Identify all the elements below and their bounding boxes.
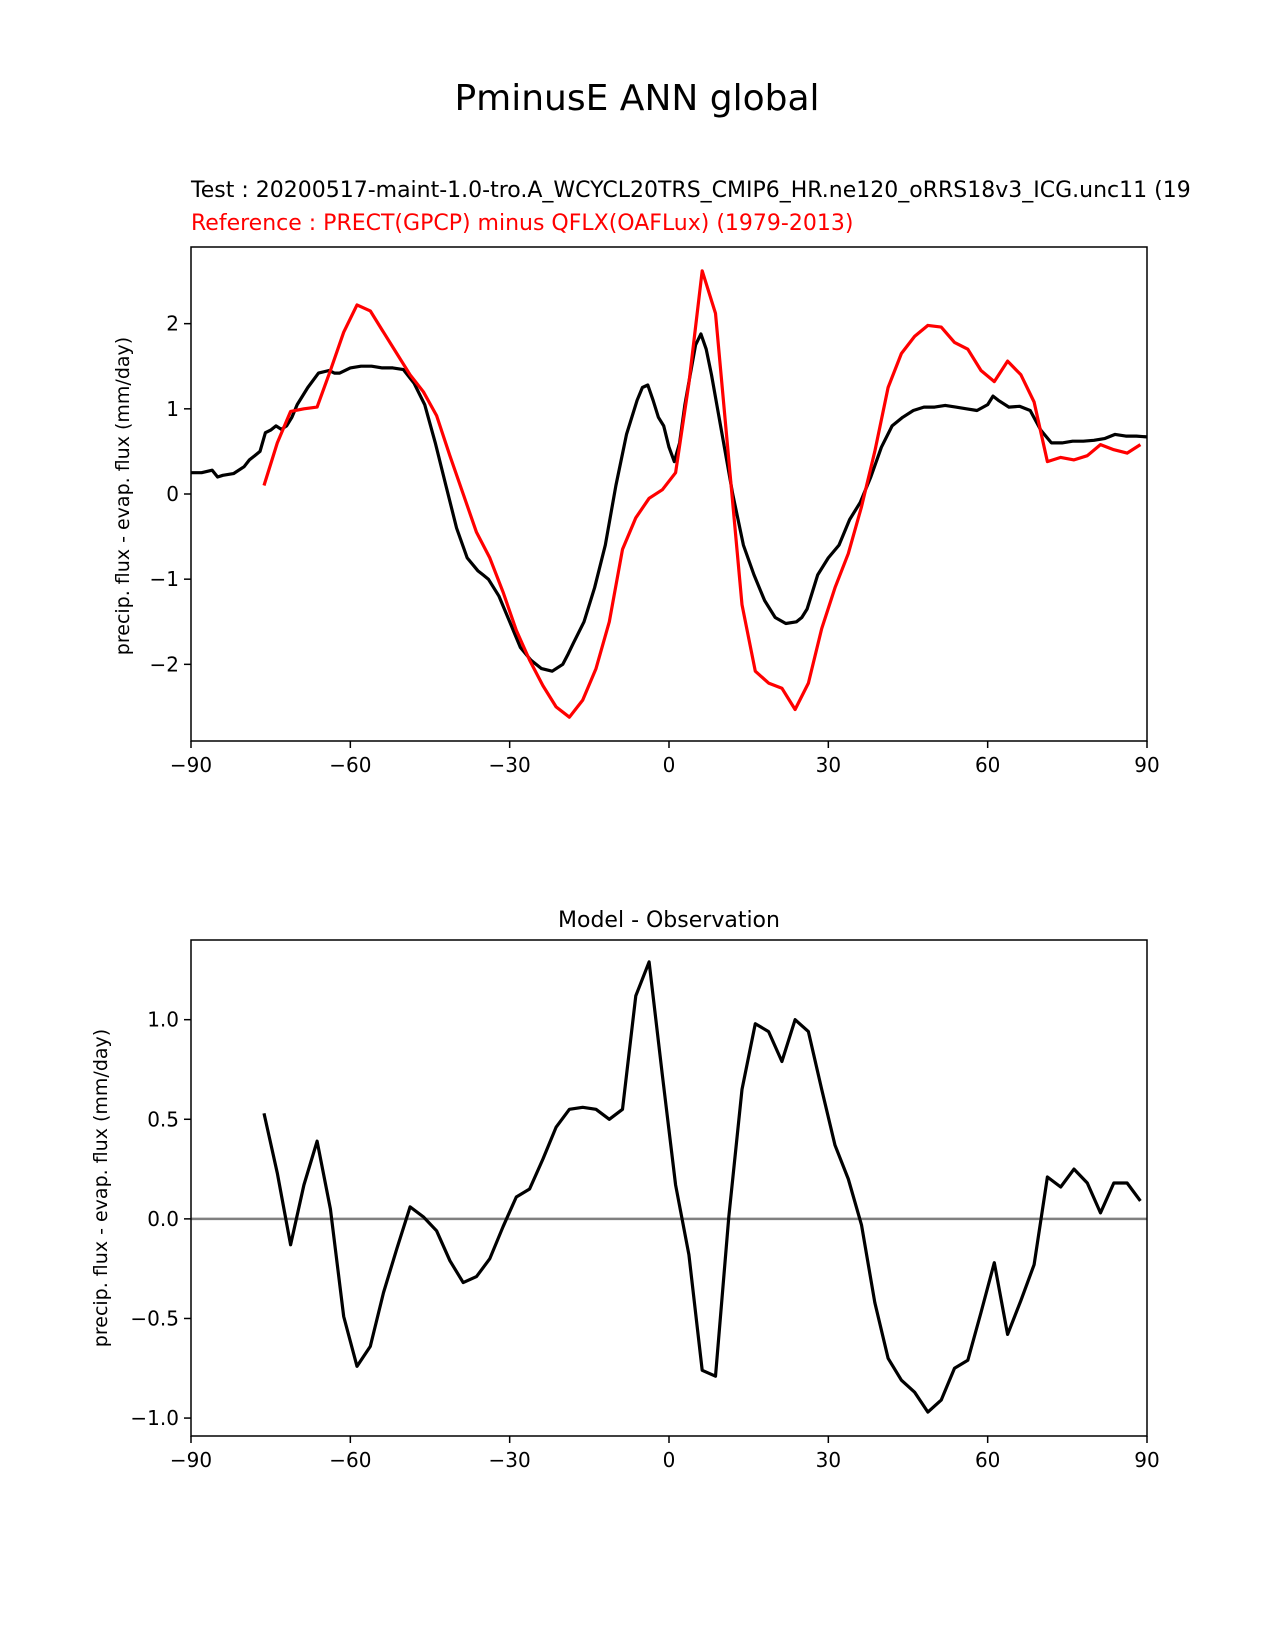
y-tick-label: −1.0 (130, 1406, 179, 1430)
x-tick-label: −30 (489, 753, 531, 777)
x-tick-label: 30 (816, 1448, 841, 1472)
x-tick-label: −90 (170, 753, 212, 777)
x-tick-label: 60 (975, 1448, 1000, 1472)
y-ticks: −2 −1 0 1 2 (150, 312, 191, 676)
x-tick-label: 0 (663, 753, 676, 777)
y-ticks: −1.0 −0.5 0.0 0.5 1.0 (130, 1008, 191, 1430)
series-line-1 (262, 269, 1142, 719)
x-tick-label: −30 (489, 1448, 531, 1472)
y-tick-label: 1 (166, 397, 179, 421)
x-tick-label: 30 (816, 753, 841, 777)
x-ticks: −90 −60 −30 0 30 60 90 (170, 741, 1160, 777)
x-ticks: −90 −60 −30 0 30 60 90 (170, 1436, 1160, 1472)
y-tick-label: 0.5 (147, 1107, 179, 1131)
y-tick-label: 1.0 (147, 1008, 179, 1032)
series-group (191, 269, 1148, 719)
y-axis-label: precip. flux - evap. flux (mm/day) (90, 1029, 112, 1347)
y-axis-label: precip. flux - evap. flux (mm/day) (112, 337, 134, 655)
x-tick-label: 90 (1134, 753, 1159, 777)
y-tick-label: −0.5 (130, 1306, 179, 1330)
series-line-0 (191, 332, 1148, 673)
y-tick-label: 2 (166, 312, 179, 336)
series-group (191, 960, 1147, 1414)
axes-frame (190, 246, 1148, 742)
series-line-0 (262, 960, 1142, 1414)
y-tick-label: −1 (150, 567, 179, 591)
y-tick-label: 0.0 (147, 1207, 179, 1231)
reference-title: Reference : PRECT(GPCP) minus QFLX(OAFLu… (191, 211, 853, 236)
x-tick-label: 90 (1134, 1448, 1159, 1472)
panel-model-minus-observation: Model - Observation precip. flux - evap.… (90, 908, 1160, 1472)
suptitle: PminusE ANN global (454, 78, 819, 119)
axes-frame (190, 939, 1148, 1437)
x-tick-label: −60 (329, 1448, 371, 1472)
panel-test-vs-reference: Test : 20200517-maint-1.0-tro.A_WCYCL20T… (112, 178, 1191, 777)
y-tick-label: −2 (150, 652, 179, 676)
x-tick-label: 60 (975, 753, 1000, 777)
x-tick-label: 0 (663, 1448, 676, 1472)
x-tick-label: −60 (329, 753, 371, 777)
difference-title: Model - Observation (558, 908, 780, 933)
x-tick-label: −90 (170, 1448, 212, 1472)
test-title: Test : 20200517-maint-1.0-tro.A_WCYCL20T… (190, 178, 1191, 203)
y-tick-label: 0 (166, 482, 179, 506)
